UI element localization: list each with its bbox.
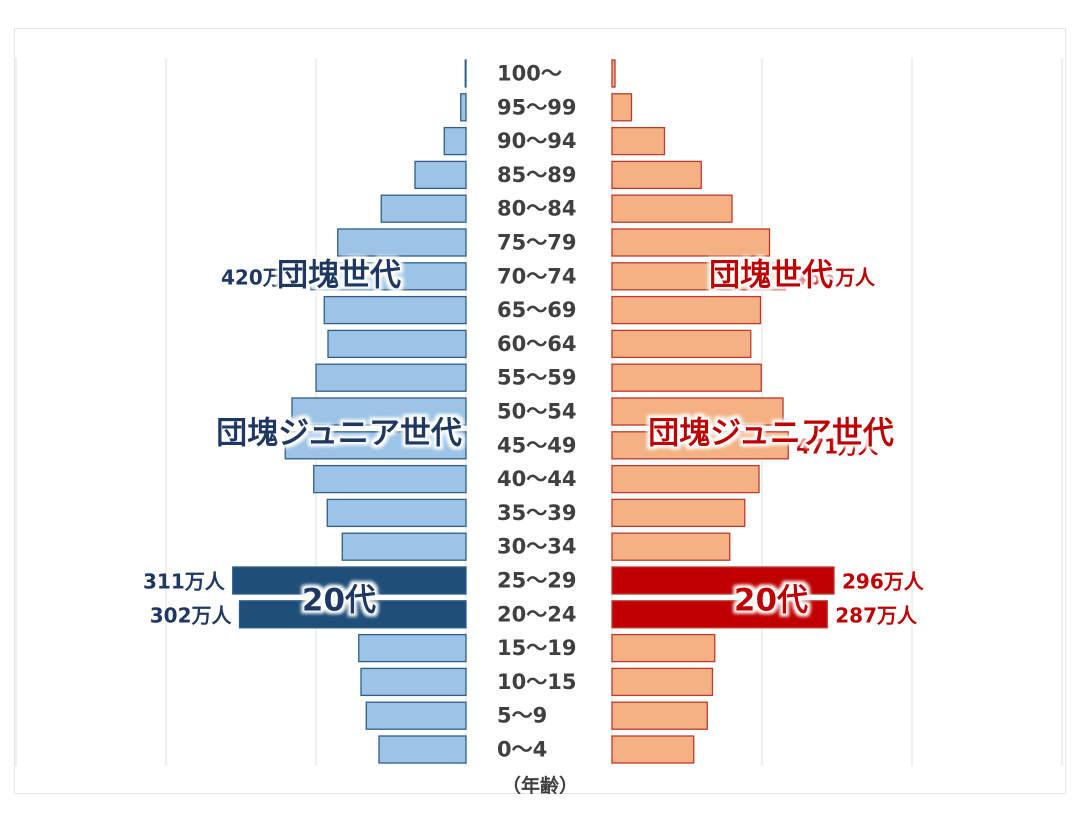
age-labels: 100～ 95～99 90～94 85～89 80～84 75～79 70～74 65～69 6… bbox=[497, 62, 576, 762]
bar-right-4 bbox=[611, 194, 733, 223]
bar-right-10 bbox=[611, 397, 784, 426]
age-label-9: 55～59 bbox=[497, 366, 576, 390]
data-label-right-5: 296万人 bbox=[842, 570, 925, 594]
age-label-2: 90～94 bbox=[497, 129, 576, 153]
bar-right-5 bbox=[611, 228, 771, 257]
bar-left-19 bbox=[365, 701, 467, 730]
bar-right-13 bbox=[611, 498, 746, 528]
bar-right-2 bbox=[611, 126, 666, 156]
bar-left-10 bbox=[291, 397, 467, 426]
annotation-right-5: 20代 bbox=[734, 582, 808, 618]
bar-left-9 bbox=[315, 363, 467, 392]
bar-left-13 bbox=[326, 498, 467, 528]
age-label-10: 50～54 bbox=[497, 400, 576, 424]
bar-left-12 bbox=[313, 464, 467, 494]
data-label-left-1: 311万人 bbox=[143, 570, 226, 594]
bar-right-19 bbox=[611, 701, 708, 730]
bar-left-14 bbox=[341, 532, 467, 561]
population-pyramid-svg: 100～ 95～99 90～94 85～89 80～84 75～79 70～74 65～69 6… bbox=[14, 28, 1066, 797]
age-label-12: 40～44 bbox=[497, 467, 576, 491]
bar-left-18 bbox=[360, 667, 467, 697]
bars bbox=[232, 59, 835, 764]
age-label-20: 0～4 bbox=[497, 738, 547, 762]
x-axis-label: （年齢） bbox=[502, 774, 578, 794]
bar-right-9 bbox=[611, 363, 762, 392]
bar-left-20 bbox=[378, 735, 467, 764]
bar-right-7 bbox=[611, 295, 762, 325]
bar-left-2 bbox=[443, 126, 467, 156]
bar-right-14 bbox=[611, 532, 731, 561]
bar-left-15 bbox=[232, 566, 467, 595]
bar-right-20 bbox=[611, 735, 695, 764]
bar-left-0 bbox=[464, 59, 467, 88]
bar-right-8 bbox=[611, 329, 752, 359]
bar-left-7 bbox=[323, 295, 467, 325]
age-label-0: 100～ bbox=[497, 62, 562, 86]
age-label-18: 10～15 bbox=[497, 670, 576, 694]
bar-left-3 bbox=[414, 160, 467, 190]
data-labels: 420万人 311万人 302万人 466万人 471万人 296万人 287万人 bbox=[143, 265, 925, 627]
bar-right-17 bbox=[611, 633, 716, 663]
bar-right-12 bbox=[611, 464, 760, 494]
annotation-right-3: 団塊世代 bbox=[709, 257, 833, 293]
age-label-7: 65～69 bbox=[497, 298, 576, 322]
bar-right-1 bbox=[611, 93, 633, 122]
age-label-15: 25～29 bbox=[497, 569, 576, 593]
data-label-right-6: 287万人 bbox=[835, 603, 918, 627]
age-label-16: 20～24 bbox=[497, 602, 576, 626]
annotation-right-4: 団塊ジュニア世代 bbox=[648, 415, 894, 451]
bar-left-6 bbox=[310, 262, 467, 291]
age-label-13: 35～39 bbox=[497, 501, 576, 525]
annotation-left-2: 20代 bbox=[302, 582, 376, 618]
bar-left-4 bbox=[380, 194, 467, 223]
data-label-left-2: 302万人 bbox=[150, 603, 233, 627]
age-label-4: 80～84 bbox=[497, 197, 576, 221]
age-label-8: 60～64 bbox=[497, 332, 576, 356]
annotation-left-0: 団塊世代 bbox=[277, 257, 401, 293]
data-label-left-0: 420万人 bbox=[221, 265, 304, 289]
age-label-14: 30～34 bbox=[497, 535, 576, 559]
bar-right-18 bbox=[611, 667, 714, 697]
age-label-19: 5～9 bbox=[497, 704, 547, 728]
bar-right-15 bbox=[611, 566, 835, 595]
bar-left-11 bbox=[284, 431, 467, 460]
data-label-right-3: 466万人 bbox=[793, 265, 876, 289]
age-label-17: 15～19 bbox=[497, 636, 576, 660]
bar-left-8 bbox=[327, 329, 467, 359]
population-pyramid-chart: 100～ 95～99 90～94 85～89 80～84 75～79 70～74 65～69 6… bbox=[14, 28, 1066, 797]
age-label-11: 45～49 bbox=[497, 433, 576, 457]
age-label-5: 75～79 bbox=[497, 231, 576, 255]
data-label-right-4: 471万人 bbox=[796, 434, 879, 458]
bar-right-16 bbox=[611, 600, 828, 629]
bar-left-16 bbox=[238, 600, 467, 629]
bar-right-3 bbox=[611, 160, 702, 190]
bar-left-17 bbox=[358, 633, 467, 663]
bar-right-11 bbox=[611, 431, 789, 460]
chart-border bbox=[14, 28, 1066, 794]
age-label-3: 85～89 bbox=[497, 163, 576, 187]
age-label-6: 70～74 bbox=[497, 264, 576, 288]
bar-right-0 bbox=[611, 59, 616, 88]
bar-left-1 bbox=[460, 93, 467, 122]
age-label-1: 95～99 bbox=[497, 95, 576, 119]
bar-right-6 bbox=[611, 262, 786, 291]
bar-left-5 bbox=[337, 228, 467, 257]
annotation-left-1: 団塊ジュニア世代 bbox=[216, 415, 462, 451]
